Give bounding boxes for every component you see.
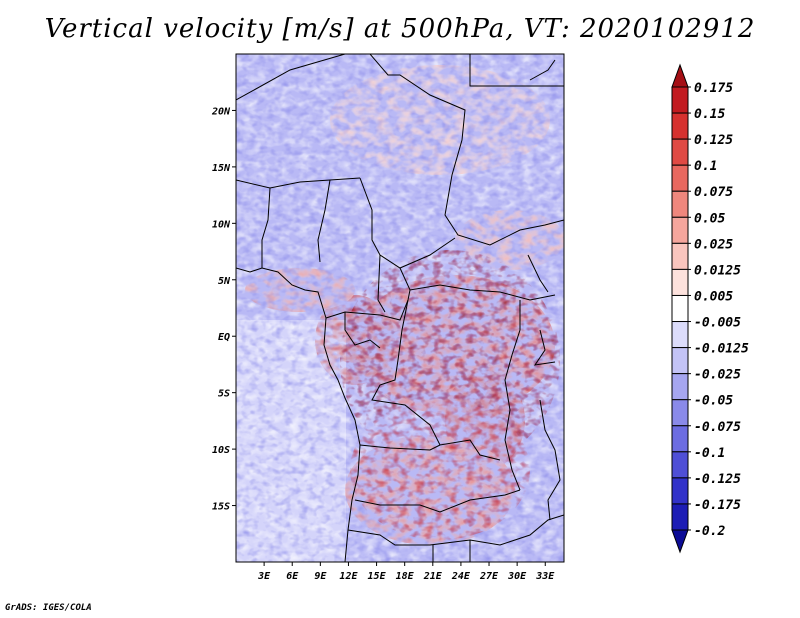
y-tick-label: 15S [212,502,230,513]
y-tick-label: 5N [218,276,231,287]
colorbar-cell [671,503,689,531]
y-tick-label: 15N [212,163,231,174]
colorbar-cell [671,190,689,218]
x-tick-label: 3E [257,571,271,582]
plot-frame [235,53,565,563]
x-tick-label: 18E [396,571,415,582]
colorbar-label: -0.0125 [694,342,749,357]
colorbar-label: 0.1 [694,159,717,174]
x-tick-label: 9E [314,571,327,582]
y-tick-label: EQ [218,332,230,343]
colorbar-label: -0.075 [694,420,741,435]
x-tick-label: 27E [479,571,499,582]
x-tick-label: 6E [286,571,299,582]
colorbar-label: 0.175 [694,81,733,96]
colorbar-label: -0.175 [694,498,741,513]
sahara-streaks [330,65,550,175]
colorbar: 0.175 0.15 0.125 0.1 0.075 0.05 0.025 0.0125 0.0… [671,63,749,554]
coastline [236,267,361,562]
colorbar-cell [671,268,689,296]
x-tick-label: 12E [339,571,358,582]
x-tick-label: 33E [535,571,555,582]
colorbar-label: -0.05 [694,394,733,409]
colorbar-cell [671,451,689,479]
y-tick-label: 20N [211,106,231,117]
x-tick-label: 15E [368,571,387,582]
colorbar-cell [671,164,689,192]
colorbar-cell [671,86,689,114]
country-borders [236,54,564,562]
colorbar-label: -0.025 [694,368,741,383]
colorbar-label: -0.2 [694,524,725,539]
colorbar-label: 0.005 [694,289,733,304]
x-tick-label: 24E [451,571,471,582]
y-tick-label: 10S [212,445,230,456]
gulf-region [245,268,355,312]
x-tick-label: 30E [507,571,527,582]
y-tick-label: 5S [218,389,230,400]
colorbar-label: 0.05 [694,211,725,226]
colorbar-cell [671,321,689,349]
colorbar-label: 0.125 [694,133,733,148]
colorbar-label: -0.005 [694,316,741,331]
colorbar-cell [671,347,689,375]
colorbar-label: 0.15 [694,107,725,122]
colorbar-label: -0.1 [694,446,725,461]
colorbar-label: 0.025 [694,237,733,252]
colorbar-cell [671,477,689,505]
colorbar-cell [671,112,689,140]
colorbar-cell [671,399,689,427]
colorbar-label: -0.125 [694,472,741,487]
colorbar-cell [671,373,689,401]
colorbar-cell [671,242,689,270]
colorbar-cell [671,294,689,323]
colorbar-cell [671,63,689,88]
chart-title: Vertical velocity [m/s] at 500hPa, VT: 2… [44,14,756,44]
x-axis: 3E 6E 9E 12E 15E 18E 21E 24E 27E 30E 33E [257,562,555,582]
y-axis: 20N 15N 10N 5N EQ 5S 10S 15S [211,106,236,513]
x-tick-label: 21E [423,571,443,582]
colorbar-label: 0.0125 [694,263,741,278]
colorbar-label: 0.075 [694,185,733,200]
colorbar-cell [671,216,689,244]
grads-credit: GrADS: IGES/COLA [5,603,92,613]
colorbar-cell [671,138,689,166]
map-field [236,54,564,562]
colorbar-cell [671,425,689,453]
y-tick-label: 10N [212,219,231,230]
colorbar-cell [671,529,689,554]
